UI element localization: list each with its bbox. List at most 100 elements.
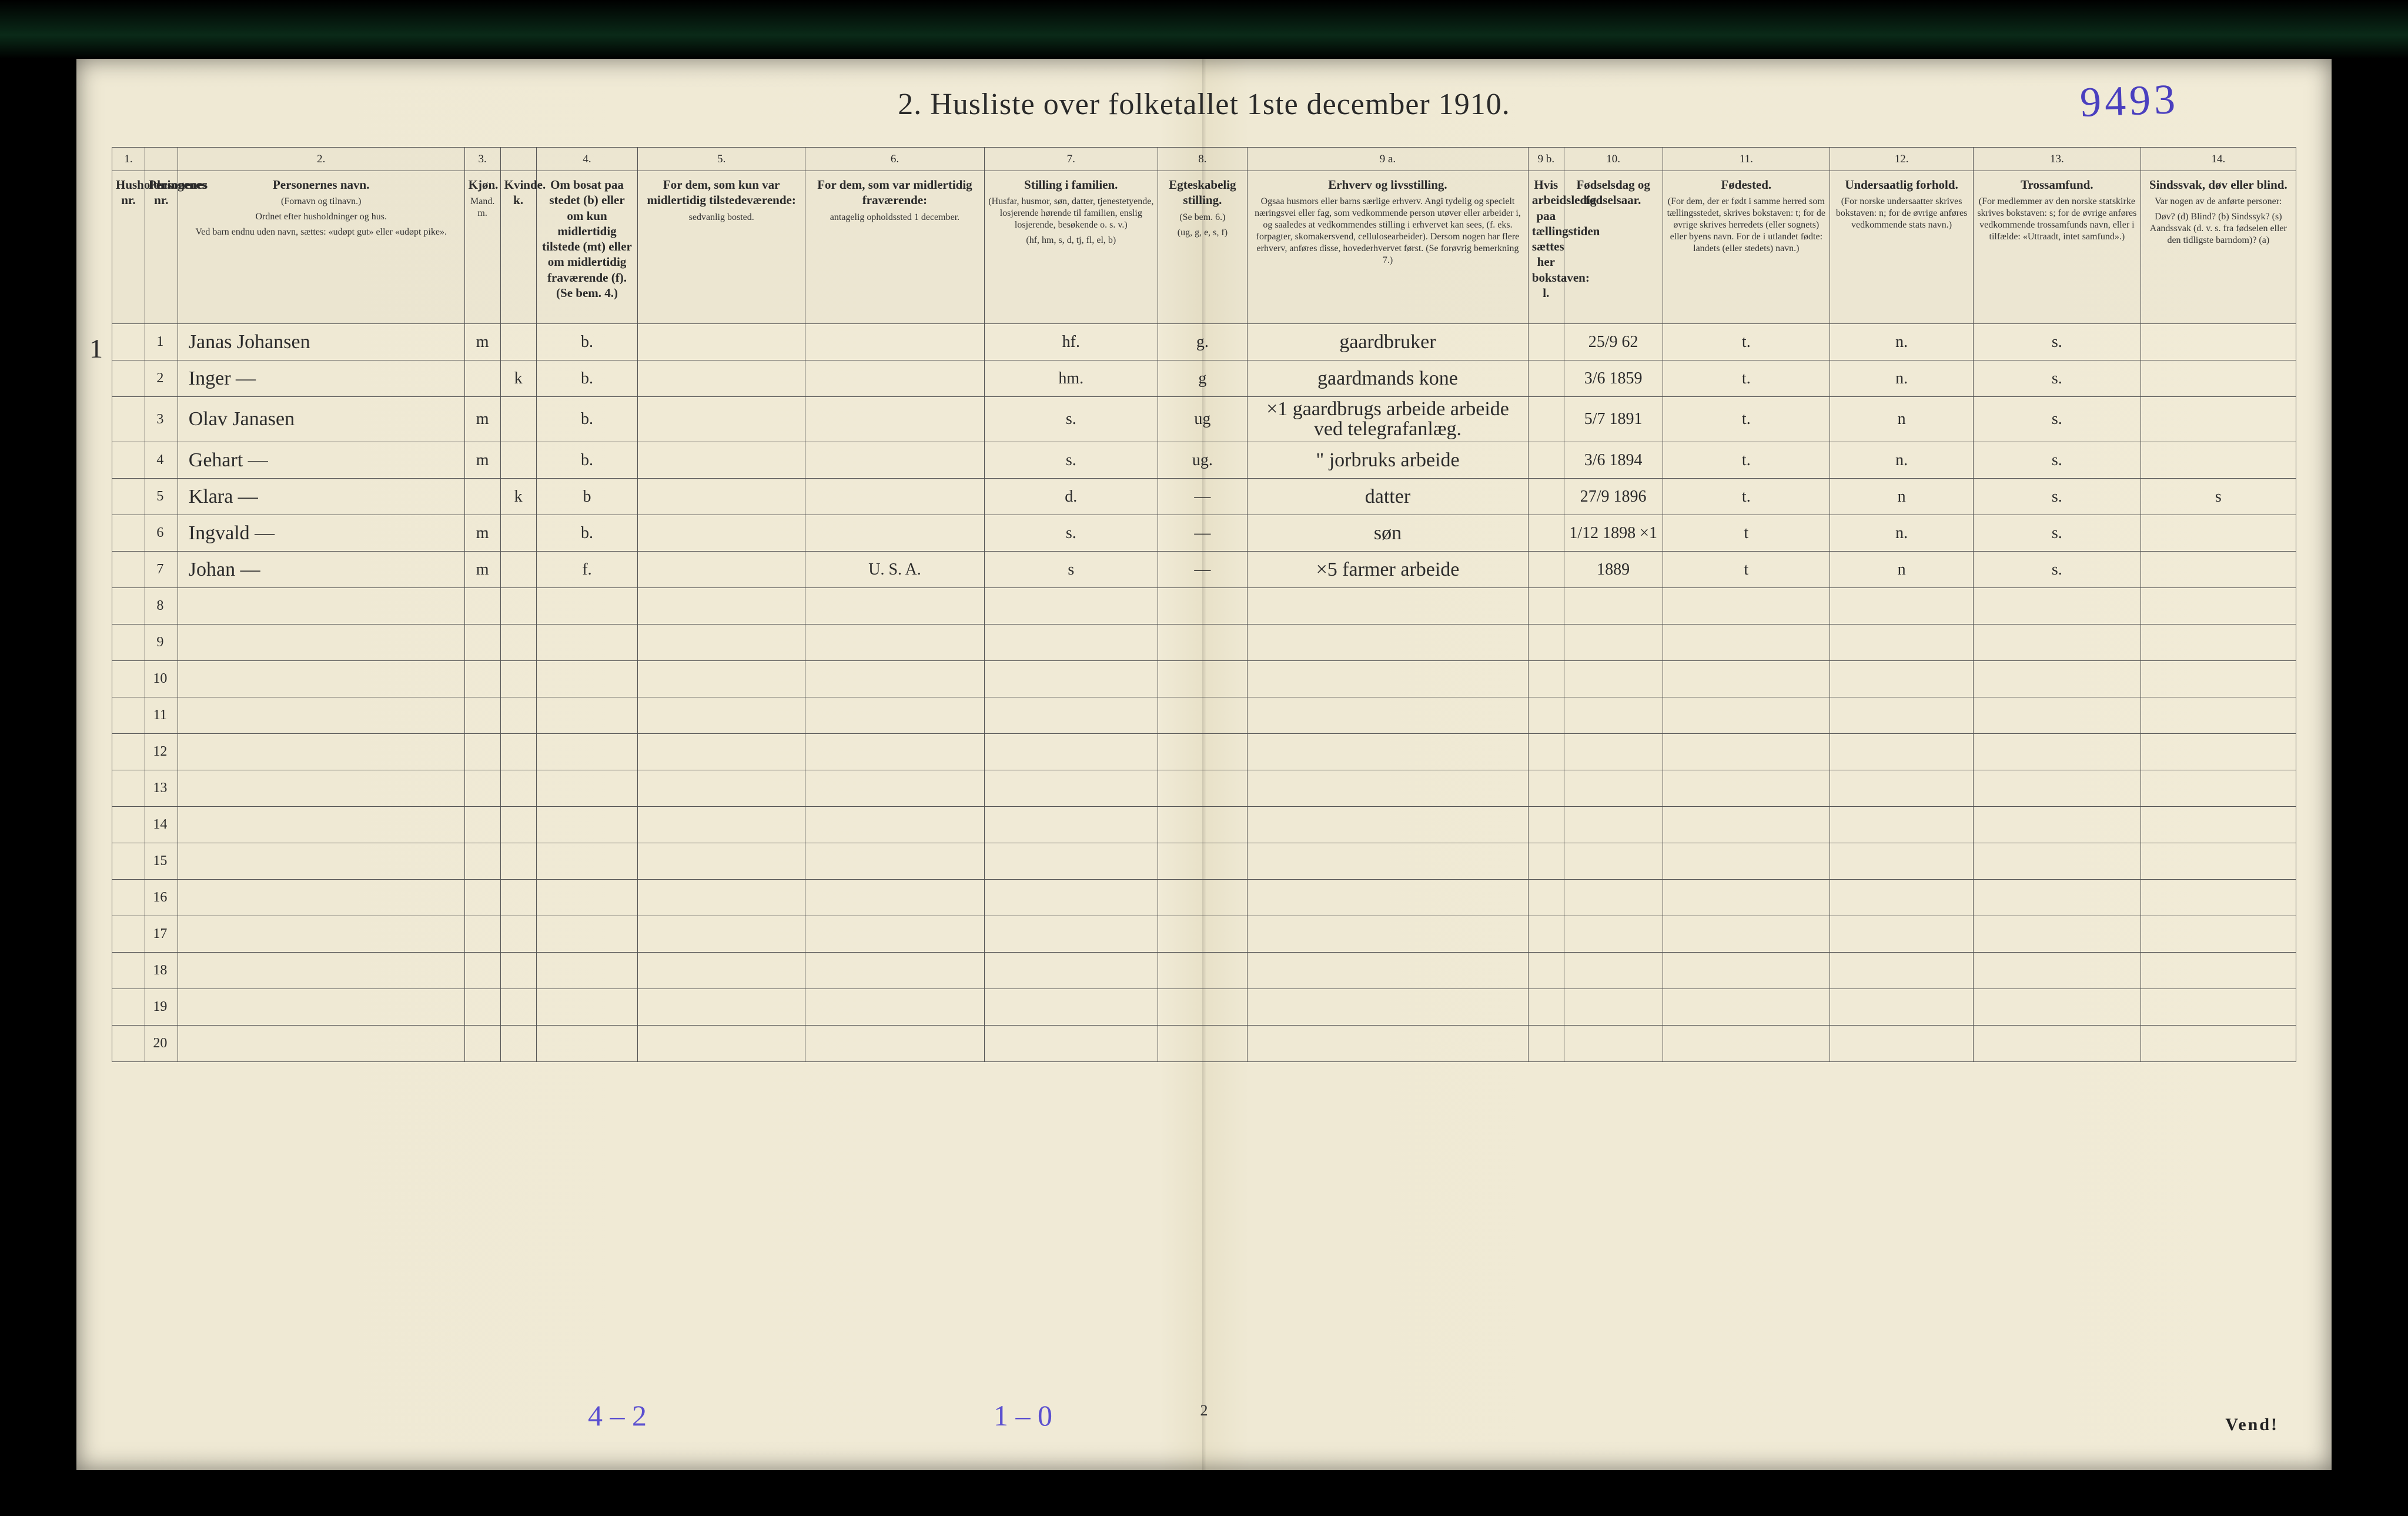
cell: b — [536, 479, 638, 515]
cell — [500, 397, 536, 442]
cell — [112, 734, 145, 770]
cell — [500, 770, 536, 807]
cell — [1830, 989, 1974, 1026]
cell — [2141, 953, 2296, 989]
column-number: 14. — [2141, 148, 2296, 171]
cell: 27/9 1896 — [1564, 479, 1663, 515]
cell: ×1 gaardbrugs arbeide arbeide ved telegr… — [1248, 397, 1529, 442]
cell — [536, 1026, 638, 1062]
cell — [112, 397, 145, 442]
cell — [1830, 880, 1974, 916]
cell: b. — [536, 397, 638, 442]
cell — [1248, 734, 1529, 770]
cell — [1248, 770, 1529, 807]
column-number — [500, 148, 536, 171]
cell: g. — [1158, 324, 1247, 360]
cell — [1528, 953, 1564, 989]
cell: 5/7 1891 — [1564, 397, 1663, 442]
cell: Klara — — [178, 479, 464, 515]
cell — [1528, 916, 1564, 953]
table-row: 19 — [112, 989, 2296, 1026]
cell — [112, 953, 145, 989]
cell — [178, 880, 464, 916]
cell: m — [464, 442, 500, 479]
cell — [178, 661, 464, 697]
cell — [1248, 807, 1529, 843]
table-row: 5Klara —kbd.—datter27/9 1896t.ns.s — [112, 479, 2296, 515]
cell — [1974, 807, 2141, 843]
cell: 1/12 1898 ×1 — [1564, 515, 1663, 552]
cell — [178, 625, 464, 661]
cell — [112, 843, 145, 880]
cell — [178, 843, 464, 880]
cell — [2141, 515, 2296, 552]
cell: 9 — [145, 625, 178, 661]
cell — [112, 552, 145, 588]
cell — [178, 734, 464, 770]
cell — [464, 588, 500, 625]
cell — [1158, 989, 1247, 1026]
cell — [638, 734, 805, 770]
cell: ug. — [1158, 442, 1247, 479]
cell — [112, 324, 145, 360]
cell — [805, 880, 985, 916]
cell: n. — [1830, 360, 1974, 397]
cell — [2141, 989, 2296, 1026]
cell: 8 — [145, 588, 178, 625]
cell — [1158, 770, 1247, 807]
column-number: 12. — [1830, 148, 1974, 171]
cell: datter — [1248, 479, 1529, 515]
cell — [1663, 953, 1830, 989]
cell — [2141, 697, 2296, 734]
table-body: 1Janas Johansenmb.hf.g.gaardbruker25/9 6… — [112, 324, 2296, 1062]
cell — [500, 916, 536, 953]
column-header: For dem, som var midlertidig fraværende:… — [805, 171, 985, 324]
column-number: 3. — [464, 148, 500, 171]
cell — [500, 552, 536, 588]
cell — [1248, 625, 1529, 661]
document-paper: 2. Husliste over folketallet 1ste decemb… — [76, 59, 2332, 1470]
cell: Gehart — — [178, 442, 464, 479]
cell — [1248, 880, 1529, 916]
cell — [536, 989, 638, 1026]
cell — [178, 989, 464, 1026]
cell — [1663, 770, 1830, 807]
cell: 20 — [145, 1026, 178, 1062]
cell — [1528, 989, 1564, 1026]
cell — [1528, 360, 1564, 397]
census-table: 1.2.3.4.5.6.7.8.9 a.9 b.10.11.12.13.14. … — [112, 147, 2296, 1062]
cell — [464, 661, 500, 697]
cell — [464, 989, 500, 1026]
cell: s. — [984, 442, 1158, 479]
tally-left: 4 – 2 — [588, 1398, 647, 1432]
cell — [1158, 916, 1247, 953]
table-row: 2Inger —kb.hm.ggaardmands kone3/6 1859t.… — [112, 360, 2296, 397]
cell — [638, 989, 805, 1026]
cell — [638, 552, 805, 588]
cell — [638, 807, 805, 843]
cell — [500, 953, 536, 989]
cell — [536, 588, 638, 625]
column-header-row: Husholdningenes nr.Personenes nr.Persone… — [112, 171, 2296, 324]
cell — [805, 588, 985, 625]
cell — [500, 989, 536, 1026]
cell — [1564, 843, 1663, 880]
cell: t. — [1663, 324, 1830, 360]
cell — [2141, 916, 2296, 953]
cell: 6 — [145, 515, 178, 552]
cell: søn — [1248, 515, 1529, 552]
cell — [464, 697, 500, 734]
cell — [1974, 734, 2141, 770]
cell: 7 — [145, 552, 178, 588]
cell — [1830, 770, 1974, 807]
table-row: 1Janas Johansenmb.hf.g.gaardbruker25/9 6… — [112, 324, 2296, 360]
cell: m — [464, 552, 500, 588]
cell — [638, 770, 805, 807]
table-row: 8 — [112, 588, 2296, 625]
column-number: 1. — [112, 148, 145, 171]
cell — [805, 515, 985, 552]
cell — [805, 916, 985, 953]
cell — [984, 807, 1158, 843]
cell — [2141, 360, 2296, 397]
column-header: Husholdningenes nr. — [112, 171, 145, 324]
